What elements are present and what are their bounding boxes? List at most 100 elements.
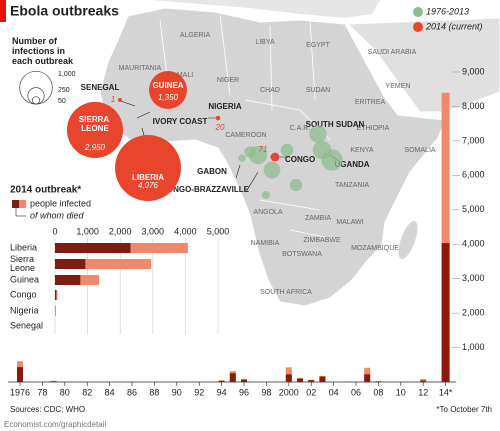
chart-title: 2014 outbreak*: [10, 185, 81, 196]
past-outbreak: [289, 178, 303, 192]
country-label: SAUDI ARABIA: [368, 49, 417, 56]
past-outbreak: [321, 149, 343, 171]
outbreak-2014: [215, 115, 221, 121]
x-tick-label: 1976: [10, 387, 30, 397]
x-tick-label: 2,000: [109, 226, 132, 236]
y-tick-label: 2,000: [462, 307, 485, 317]
country-label: SOMALIA: [404, 147, 435, 154]
past-outbreak: [309, 125, 327, 143]
x-tick-label: 94: [217, 387, 227, 397]
country-label: KENYA: [350, 147, 374, 154]
y-tick-label: 4,000: [462, 239, 485, 249]
country-label: ERITREA: [355, 99, 386, 106]
brand-mark: [0, 0, 6, 22]
outbreak-value: 71: [259, 145, 268, 154]
past-outbreak: [280, 143, 294, 157]
size-legend-circle: [31, 96, 41, 105]
arabia: [346, 17, 500, 113]
y-tick-label: 5,000: [462, 204, 485, 214]
bar: [375, 381, 382, 382]
x-tick-label: 4,000: [174, 226, 197, 236]
bar: [319, 376, 326, 382]
x-tick-label: 14*: [439, 387, 453, 397]
x-tick-label: 96: [239, 387, 249, 397]
legend-label: 1976-2013: [426, 6, 469, 16]
past-outbreak: [238, 154, 246, 162]
bar: [55, 275, 81, 285]
outbreak-value: 4,076: [138, 181, 159, 190]
legend-label: of whom died: [30, 210, 85, 220]
country-label: CHAD: [260, 87, 280, 94]
x-tick-label: 84: [105, 387, 115, 397]
x-tick-label: 04: [329, 387, 339, 397]
title: Ebola outbreaks: [10, 3, 119, 19]
madagascar: [398, 221, 418, 259]
bar: [241, 379, 247, 382]
bar: [17, 367, 23, 382]
country-label: YEMEN: [386, 83, 411, 90]
size-legend-label: 250: [58, 87, 70, 94]
bar: [285, 374, 292, 382]
past-outbreak: [261, 190, 271, 200]
bar: [364, 374, 371, 382]
footnote: *To October 7th: [436, 405, 492, 414]
x-tick-label: 3,000: [142, 226, 165, 236]
outbreak-value: 20: [215, 123, 225, 132]
legend-label: people infected: [30, 198, 91, 208]
outbreak-2014: [149, 71, 187, 109]
x-tick-label: 12: [418, 387, 428, 397]
x-tick-label: 90: [172, 387, 182, 397]
outbreak-value: 1,350: [158, 93, 179, 102]
country-label: SOUTH AFRICA: [260, 289, 312, 296]
x-tick-label: 92: [194, 387, 204, 397]
legend-swatch: [12, 200, 19, 208]
category-label: Liberia: [10, 242, 37, 252]
europe: [150, 0, 380, 18]
legend-swatch: [413, 22, 423, 32]
x-tick-label: 78: [37, 387, 47, 397]
y-tick-label: 1,000: [462, 342, 485, 352]
country-label: ETHIOPIA: [357, 125, 390, 132]
x-tick-label: 88: [149, 387, 159, 397]
outbreak-country: CONGO: [285, 155, 315, 164]
past-outbreak: [244, 146, 256, 158]
bar: [420, 380, 427, 382]
bar: [218, 380, 225, 382]
outbreak-2014: [115, 135, 181, 201]
bar: [55, 259, 86, 269]
y-tick-label: 6,000: [462, 170, 485, 180]
credit: Economist.com/graphicdetail: [4, 420, 106, 429]
country-label: BOTSWANA: [282, 251, 322, 258]
category-label: Guinea: [10, 274, 39, 284]
bar: [330, 381, 337, 382]
legend-swatch: [19, 200, 26, 208]
country-label: NAMIBIA: [251, 240, 280, 247]
country-label: EGYPT: [306, 42, 330, 49]
y-tick-label: 3,000: [462, 273, 485, 283]
legend-swatch: [413, 7, 423, 17]
bar: [441, 92, 450, 382]
country-label: MOZAMBIQUE: [351, 245, 399, 252]
y-tick-label: 9,000: [462, 66, 485, 76]
x-tick-label: 86: [127, 387, 137, 397]
category-label: Sierra Leone: [10, 254, 37, 273]
bar: [297, 378, 303, 382]
outbreak-country: LIBERIA: [132, 173, 164, 182]
category-label: Senegal: [10, 320, 43, 330]
bar: [441, 243, 450, 382]
outbreak-2014: [66, 101, 124, 159]
outbreak-country: GUINEA: [152, 81, 183, 90]
x-tick-label: 1,000: [76, 226, 99, 236]
category-label: Nigeria: [10, 305, 39, 315]
outbreak-value: 2,950: [84, 143, 106, 152]
country-label: SOUTH SUDAN: [306, 120, 365, 129]
bar: [420, 378, 427, 382]
size-legend-title: Number of infections in each outbreak: [12, 36, 74, 66]
y-tick-label: 7,000: [462, 135, 485, 145]
bar: [55, 259, 152, 269]
bar: [50, 381, 57, 382]
country-label: GABON: [197, 167, 227, 176]
outbreak-2014: [118, 98, 122, 102]
outbreak-2014: [270, 152, 280, 162]
